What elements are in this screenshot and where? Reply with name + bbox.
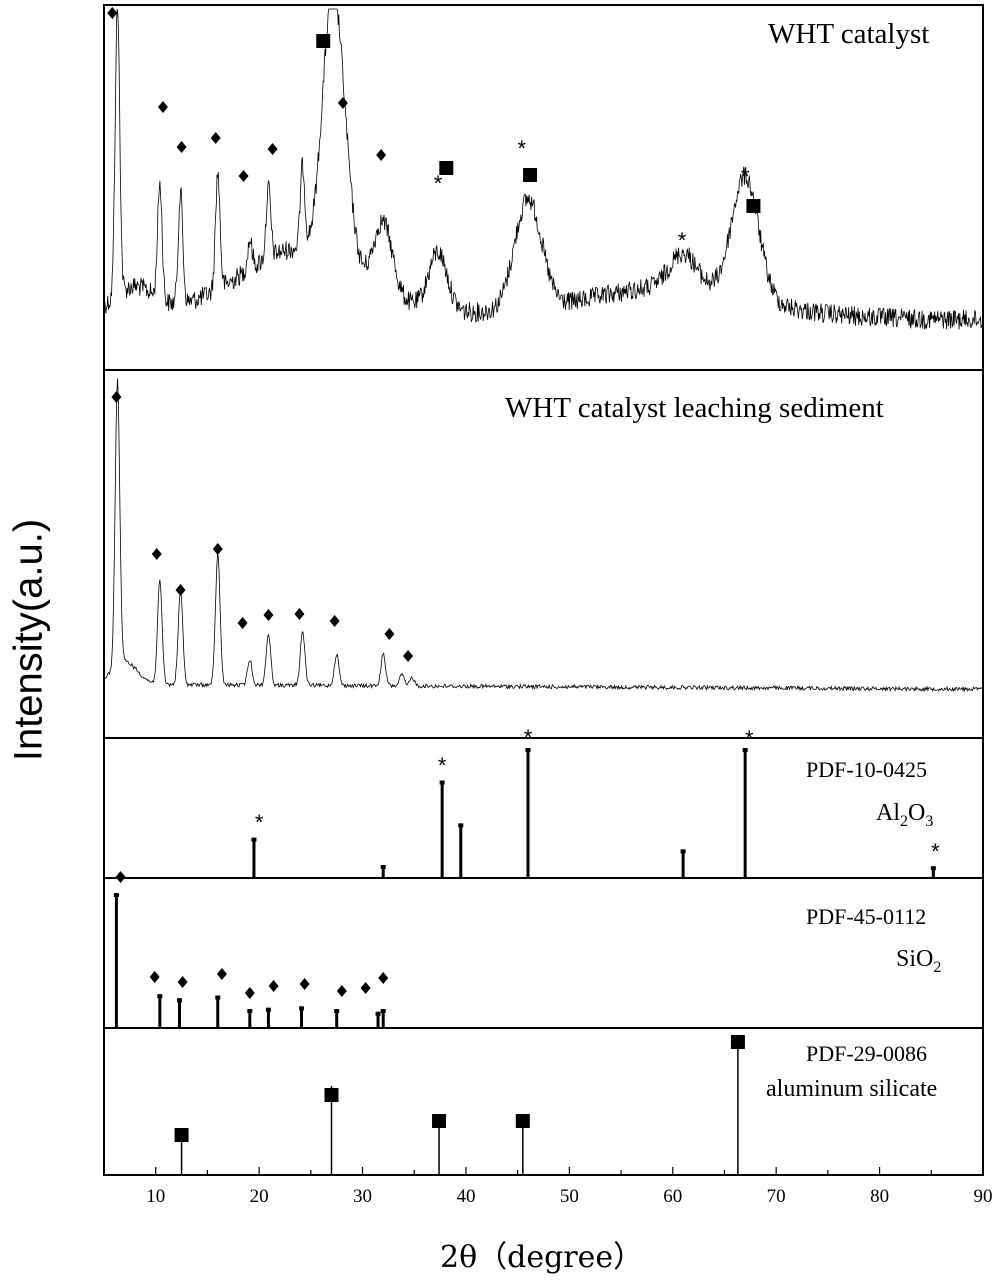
ref-stick-cap bbox=[458, 823, 464, 828]
star-marker: * bbox=[255, 810, 264, 835]
ref-id-al2o3: PDF-10-0425 bbox=[806, 757, 928, 782]
diamond-marker bbox=[378, 972, 389, 984]
ref-stick-cap bbox=[176, 998, 182, 1003]
ref-name-sio2: SiO2 bbox=[896, 946, 942, 976]
x-tick-label: 80 bbox=[870, 1186, 889, 1207]
diamond-marker bbox=[244, 987, 255, 999]
diamond-marker bbox=[107, 7, 118, 19]
ref-stick-cap bbox=[113, 893, 119, 897]
ref-stick-cap bbox=[265, 1007, 271, 1012]
diamond-marker bbox=[212, 543, 223, 555]
ref-stick-cap bbox=[157, 994, 163, 999]
diamond-marker bbox=[237, 617, 248, 629]
x-tick-label: 50 bbox=[560, 1186, 579, 1207]
ref-stick-cap bbox=[380, 865, 386, 869]
diamond-marker bbox=[111, 391, 122, 403]
star-marker: * bbox=[438, 753, 447, 778]
star-marker: * bbox=[745, 726, 754, 751]
y-axis-label-wrap: Intensity(a.u.) bbox=[4, 360, 54, 920]
square-marker bbox=[523, 168, 538, 182]
trace-wht-catalyst bbox=[103, 8, 984, 330]
peak-markers: * * * * * * * * * bbox=[107, 7, 940, 1142]
diamond-marker bbox=[337, 97, 348, 109]
ref-stick-cap bbox=[247, 1009, 253, 1014]
panel-title-wht-catalyst: WHT catalyst bbox=[768, 18, 930, 50]
diamond-marker bbox=[176, 141, 187, 153]
diamond-marker bbox=[177, 976, 188, 988]
x-tick-label: 70 bbox=[767, 1186, 786, 1207]
x-axis: 10 20 30 40 50 60 70 80 90 bbox=[103, 1167, 993, 1207]
diamond-marker bbox=[210, 132, 221, 144]
panel-title-leaching-sediment: WHT catalyst leaching sediment bbox=[505, 392, 884, 424]
ref-stick-cap bbox=[334, 1009, 340, 1014]
square-marker bbox=[439, 161, 454, 175]
ref-name-al2o3: Al2O3 bbox=[876, 800, 934, 830]
ref-stick-cap bbox=[375, 1011, 381, 1016]
panel-frames bbox=[103, 4, 984, 1176]
diamond-marker bbox=[403, 650, 414, 662]
x-tick-label: 90 bbox=[974, 1186, 993, 1207]
x-tick-label: 60 bbox=[663, 1186, 682, 1207]
square-marker bbox=[324, 1088, 339, 1102]
diamond-marker bbox=[149, 971, 160, 983]
square-marker bbox=[316, 34, 331, 48]
y-axis-label: Intensity(a.u.) bbox=[6, 518, 51, 762]
ref-name-aluminum-silicate: aluminum silicate bbox=[766, 1076, 938, 1102]
star-marker: * bbox=[518, 136, 527, 161]
star-marker: * bbox=[524, 725, 533, 750]
star-marker: * bbox=[434, 171, 443, 196]
x-tick-label: 20 bbox=[250, 1186, 269, 1207]
ref-stick-cap bbox=[299, 1006, 305, 1011]
diamond-marker bbox=[360, 982, 371, 994]
diamond-marker bbox=[268, 980, 279, 992]
diamond-marker bbox=[263, 609, 274, 621]
diamond-marker bbox=[157, 101, 168, 113]
square-marker bbox=[515, 1114, 530, 1128]
square-marker bbox=[730, 1035, 745, 1049]
star-marker: * bbox=[678, 228, 687, 253]
diamond-marker bbox=[267, 143, 278, 155]
xrd-traces bbox=[103, 8, 984, 693]
diamond-marker bbox=[376, 149, 387, 161]
ref-stick-cap bbox=[215, 995, 221, 1000]
square-marker bbox=[174, 1128, 189, 1142]
diamond-marker bbox=[216, 968, 227, 980]
diamond-marker bbox=[329, 615, 340, 627]
ref-id-aluminum-silicate: PDF-29-0086 bbox=[806, 1041, 928, 1066]
diamond-marker bbox=[299, 978, 310, 990]
diamond-marker bbox=[238, 170, 249, 182]
diamond-marker bbox=[175, 584, 186, 596]
x-axis-label: 2θ（degree） bbox=[440, 1240, 644, 1275]
diamond-marker bbox=[336, 985, 347, 997]
square-marker bbox=[432, 1114, 447, 1128]
diamond-marker bbox=[151, 548, 162, 560]
trace-leaching-sediment bbox=[103, 378, 984, 693]
x-tick-label: 40 bbox=[456, 1186, 475, 1207]
ref-stick-cap bbox=[439, 780, 445, 785]
ref-stick-cap bbox=[380, 1009, 386, 1014]
reference-sticks bbox=[113, 748, 936, 1175]
x-tick-label: 30 bbox=[353, 1186, 372, 1207]
plot-frame bbox=[103, 4, 984, 1176]
ref-stick-cap bbox=[930, 866, 936, 871]
diamond-marker bbox=[294, 608, 305, 620]
star-marker: * bbox=[931, 839, 940, 864]
diamond-marker bbox=[115, 871, 126, 883]
ref-stick-cap bbox=[525, 748, 531, 752]
square-marker bbox=[746, 199, 761, 213]
ref-stick-cap bbox=[251, 837, 257, 842]
ref-id-sio2: PDF-45-0112 bbox=[806, 904, 927, 929]
ref-stick-cap bbox=[742, 748, 748, 752]
diamond-marker bbox=[384, 628, 395, 640]
star-marker: * bbox=[741, 164, 750, 189]
ref-stick-cap bbox=[680, 849, 686, 854]
x-tick-label: 10 bbox=[146, 1186, 165, 1207]
